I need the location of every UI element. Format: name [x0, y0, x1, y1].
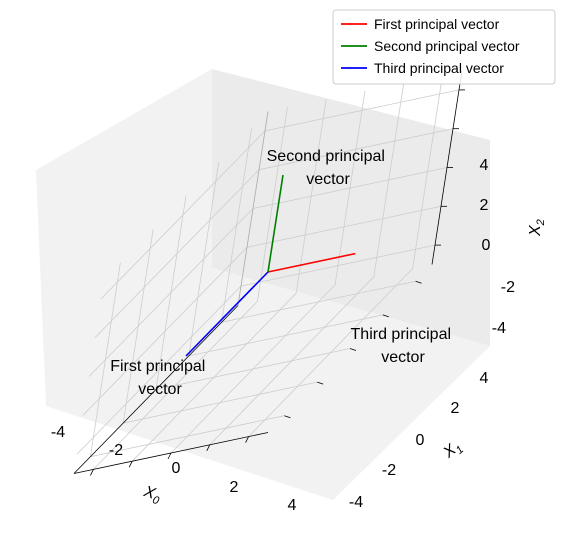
x2-tick-label: 4: [480, 157, 489, 174]
x2-tick-label: 0: [482, 237, 491, 254]
grid-line: [264, 89, 460, 132]
grid-line: [93, 301, 258, 470]
legend-label-second: Second principal vector: [374, 38, 520, 54]
annotation-third-vector: Third principal vector: [351, 326, 456, 366]
grid-line: [94, 169, 260, 338]
grid-lines: [76, 74, 460, 470]
x1-tick-mark: [349, 348, 357, 351]
grid-line: [221, 128, 252, 323]
x1-tick-mark: [317, 381, 324, 385]
grid-line: [257, 107, 288, 302]
series-line-third: [185, 271, 269, 357]
x0-tick-label: 2: [230, 479, 239, 496]
grid-line: [295, 99, 327, 294]
grid-line: [131, 292, 297, 462]
x1-tick-label: 0: [416, 432, 425, 449]
axis-ticks: [90, 89, 465, 476]
series-line-second: [267, 174, 284, 273]
grid-line: [258, 128, 454, 171]
legend-box: [332, 9, 556, 85]
back-pane: [212, 69, 490, 346]
x1-tick-label: 4: [480, 370, 489, 387]
x0-tick-mark: [245, 436, 249, 443]
x1-axis-line: [73, 305, 239, 474]
annotation-first-vector: First principal vector: [110, 358, 210, 398]
series-lines: [185, 174, 356, 357]
legend: First principal vector Second principal …: [332, 9, 556, 85]
x0-tick-label: 4: [288, 497, 297, 514]
x0-axis-label: X0: [140, 483, 164, 508]
grid-line: [252, 167, 448, 209]
legend-label-third: Third principal vector: [374, 60, 504, 76]
x0-tick-mark: [90, 469, 94, 476]
x0-tick-mark: [128, 461, 133, 468]
x0-tick-mark: [206, 444, 211, 451]
x2-tick-label: -2: [501, 279, 515, 296]
x0-tick-label: -4: [51, 424, 65, 441]
legend-label-first: First principal vector: [374, 16, 500, 32]
x1-tick-label: -4: [349, 494, 363, 511]
x1-tick-label: -2: [382, 462, 396, 479]
x1-tick-mark: [284, 415, 291, 419]
grid-line: [221, 280, 416, 323]
grid-line: [88, 208, 254, 377]
x0-tick-label: -2: [109, 442, 123, 459]
x1-tick-label: 2: [451, 400, 460, 417]
x2-tick-label: -4: [492, 320, 506, 337]
x2-tick-label: 2: [480, 197, 489, 214]
grid-line: [155, 348, 351, 390]
pane-edge: [237, 111, 269, 306]
x1-tick-mark: [415, 280, 422, 284]
series-line-first: [267, 252, 356, 273]
x1-axis-label: X1: [440, 438, 466, 465]
left-pane: [36, 69, 212, 406]
grid-line: [188, 314, 383, 357]
x1-tick-mark: [382, 314, 389, 318]
grid-line: [100, 130, 266, 300]
floor-pane: [46, 268, 490, 500]
x2-axis-label: X2: [527, 219, 547, 237]
annotation-second-vector: Second principal vector: [267, 148, 390, 188]
x0-tick-mark: [167, 452, 172, 460]
grid-line: [188, 161, 220, 356]
x0-tick-label: 0: [172, 460, 181, 477]
